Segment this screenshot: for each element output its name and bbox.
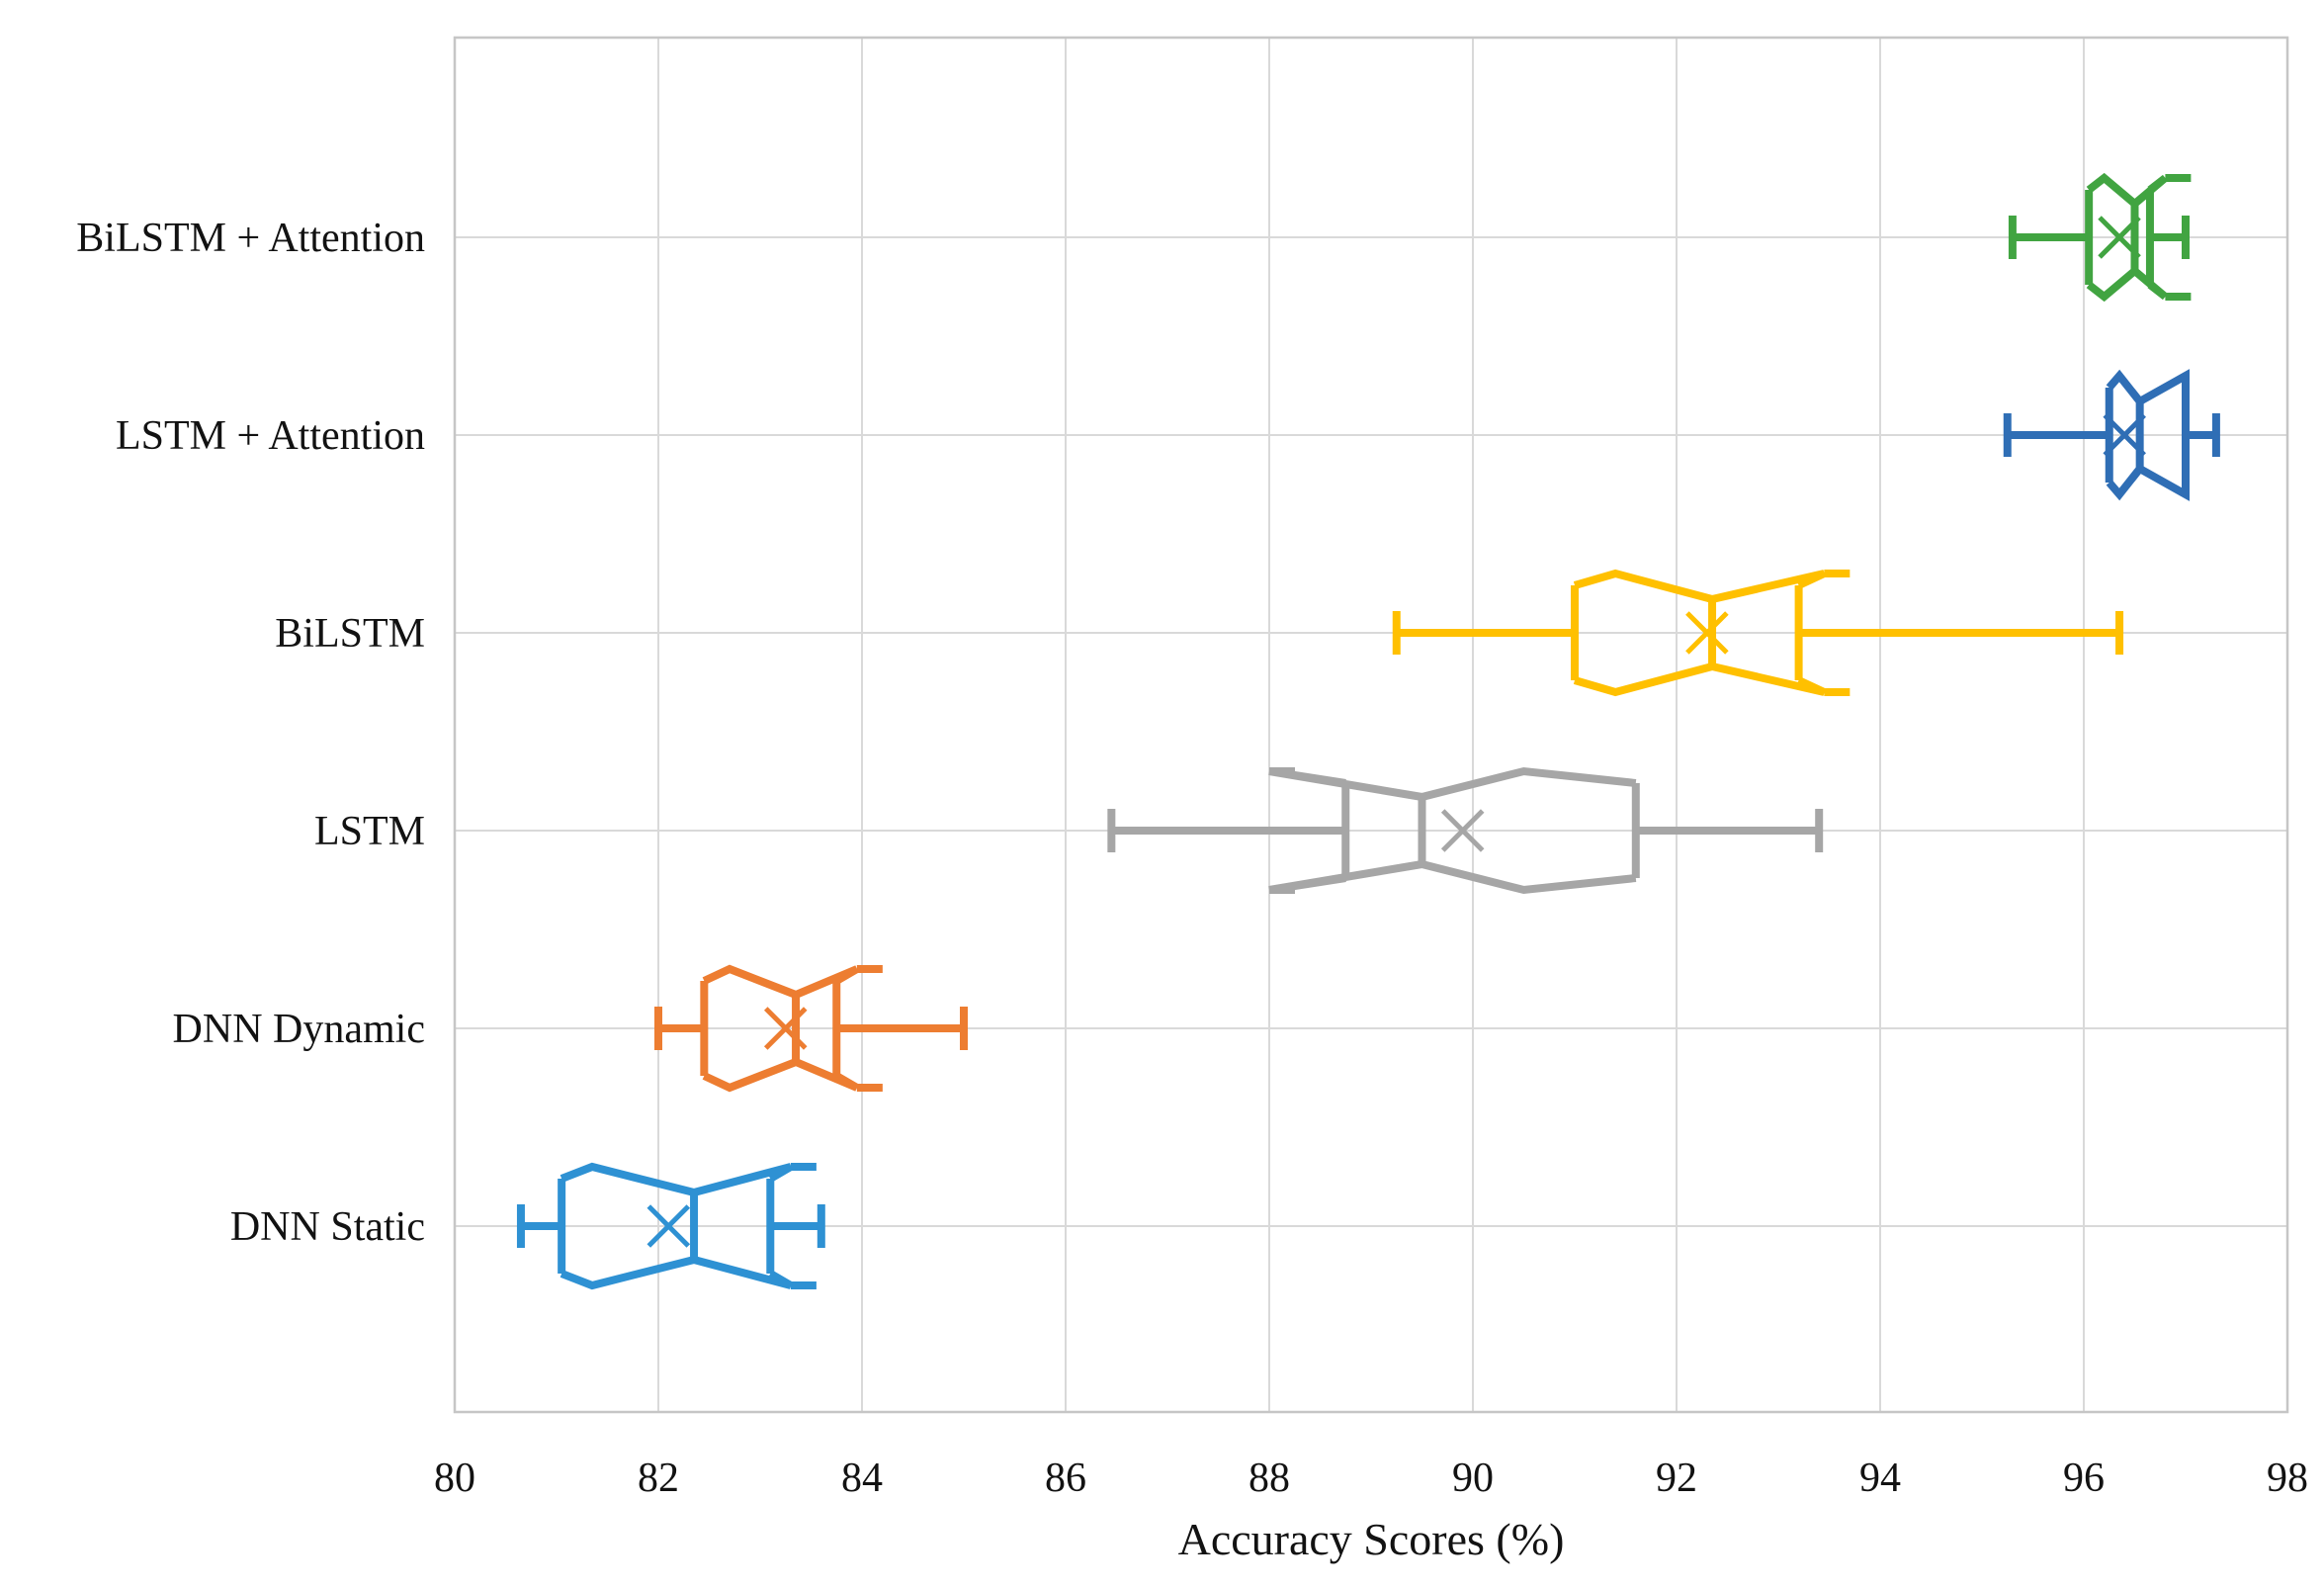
mean-x-stroke-2 <box>2098 216 2141 259</box>
box-plot-dnn-dynamic <box>654 964 968 1093</box>
x-tick-label-86: 86 <box>1045 1456 1086 1501</box>
x-tick-label-94: 94 <box>1859 1456 1901 1501</box>
x-tick-label-80: 80 <box>434 1456 475 1501</box>
box-series <box>516 172 2220 1290</box>
box-bottom-edge <box>559 1255 793 1290</box>
box-plot-lstm <box>1107 766 1824 895</box>
box-bottom-edge <box>1573 662 1827 697</box>
x-tick-label-88: 88 <box>1248 1456 1290 1501</box>
category-label-dnn-static: DNN Static <box>230 1204 425 1250</box>
mean-marker <box>1685 611 1729 655</box>
x-tick-label-90: 90 <box>1452 1456 1494 1501</box>
box-plot-bilstm <box>1392 569 2124 697</box>
mean-marker <box>1440 809 1485 852</box>
mean-x-stroke-2 <box>1685 611 1729 655</box>
x-tick-label-96: 96 <box>2063 1456 2105 1501</box>
mean-marker <box>2098 216 2141 259</box>
box-plot-bilstm-attention <box>2008 172 2192 303</box>
mean-marker <box>2103 413 2146 457</box>
mean-x-stroke-2 <box>1440 809 1485 852</box>
category-label-bilstm-attention: BiLSTM + Attention <box>76 216 425 261</box>
category-label-lstm: LSTM <box>314 809 425 854</box>
mean-marker <box>763 1007 808 1050</box>
x-axis-title: Accuracy Scores (%) <box>1178 1514 1565 1564</box>
axis-labels: 80 82 84 86 88 90 92 94 96 98 BiLSTM + Attention LS… <box>76 216 2308 1501</box>
box-top-edge <box>559 1162 793 1197</box>
category-label-lstm-attention: LSTM + Attention <box>116 413 425 459</box>
x-tick-label-84: 84 <box>841 1456 883 1501</box>
mean-x-stroke-2 <box>646 1204 691 1248</box>
x-tick-label-82: 82 <box>638 1456 679 1501</box>
box-bottom-edge <box>1268 859 1637 895</box>
mean-x-stroke-2 <box>2103 413 2146 457</box>
box-top-edge <box>1268 766 1637 802</box>
mean-x-stroke-2 <box>763 1007 808 1050</box>
category-label-bilstm: BiLSTM <box>275 611 425 657</box>
mean-marker <box>646 1204 691 1248</box>
x-tick-label-92: 92 <box>1656 1456 1697 1501</box>
box-bottom-edge <box>2106 463 2190 501</box>
box-plot-dnn-static <box>516 1162 825 1290</box>
box-top-edge <box>2106 369 2190 407</box>
category-label-dnn-dynamic: DNN Dynamic <box>173 1007 425 1052</box>
plot-border <box>453 36 2289 1414</box>
box-plot-lstm-attention <box>2003 369 2220 501</box>
x-tick-label-98: 98 <box>2267 1456 2308 1501</box>
box-top-edge <box>1573 569 1827 604</box>
